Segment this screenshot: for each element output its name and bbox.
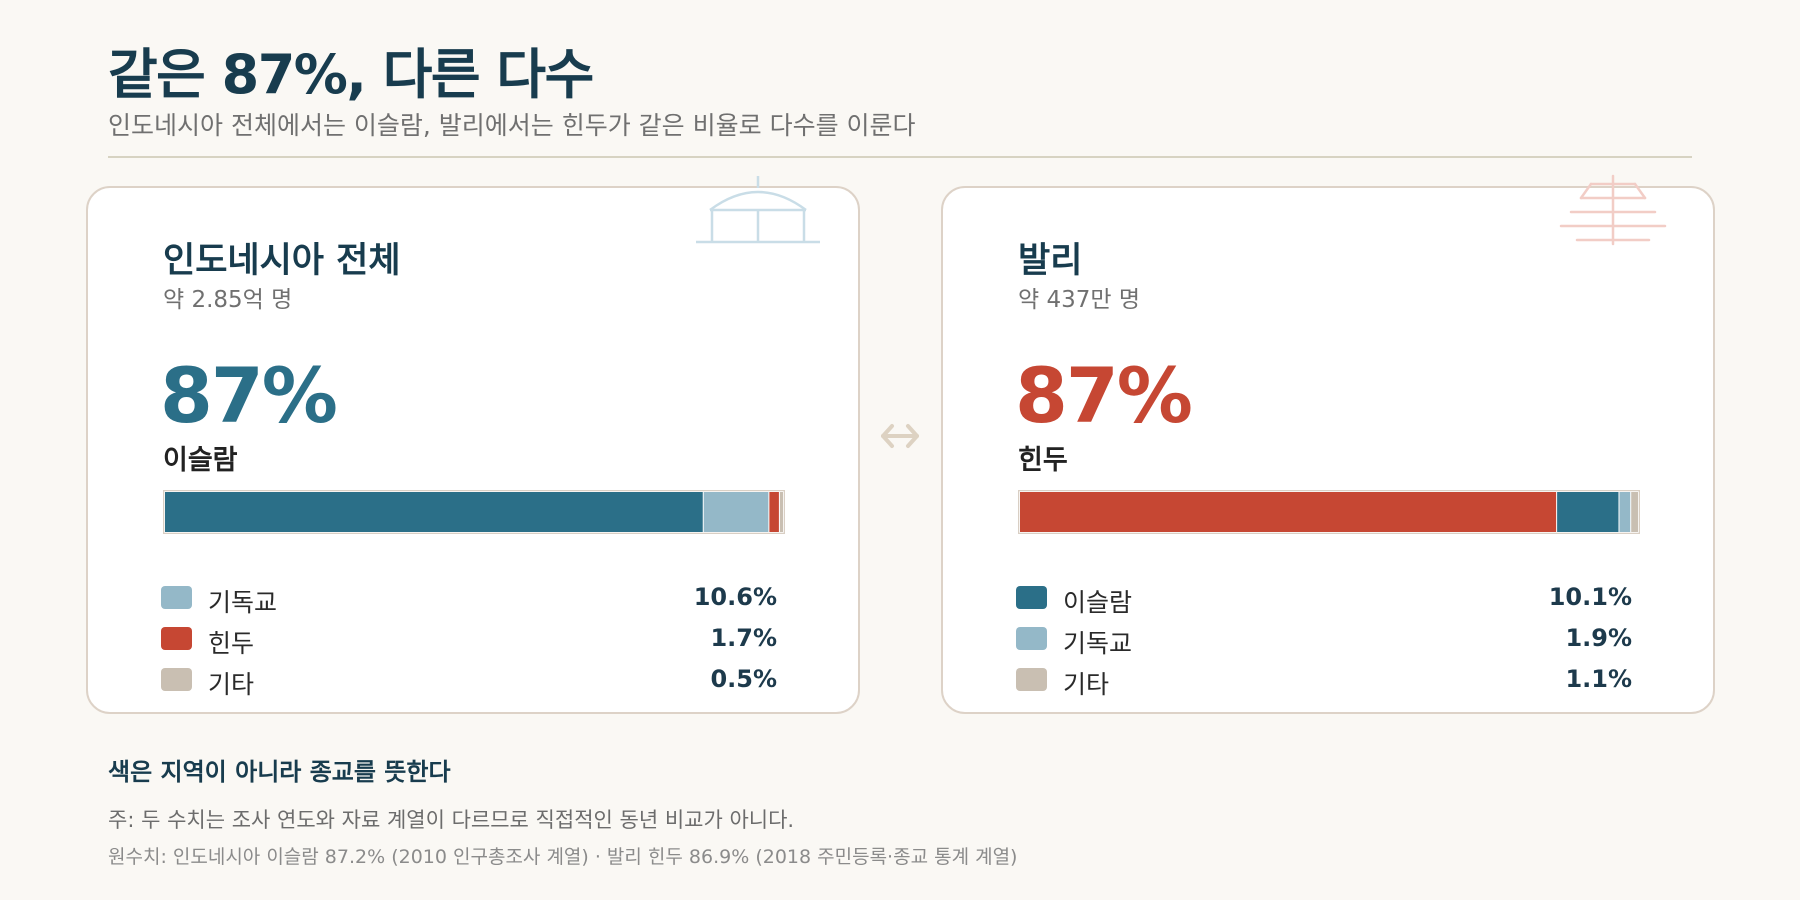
bar-segment xyxy=(165,492,704,532)
legend-value: 10.1% xyxy=(1548,583,1632,611)
legend-swatch xyxy=(1016,668,1047,691)
legend-item: 기독교 10.6% xyxy=(161,580,777,621)
page-title: 같은 87%, 다른 다수 xyxy=(108,43,594,106)
region-name: 인도네시아 전체 xyxy=(163,241,401,281)
legend-swatch xyxy=(161,586,192,609)
legend-label: 기타 xyxy=(208,670,255,699)
bar-segment xyxy=(769,492,780,532)
legend-value: 10.6% xyxy=(693,583,777,611)
bar-segment xyxy=(1020,492,1558,532)
population-label: 약 437만 명 xyxy=(1018,287,1141,313)
legend-label: 힌두 xyxy=(208,629,255,658)
legend-value: 1.1% xyxy=(1565,665,1632,693)
mosque-dome-icon xyxy=(696,176,820,244)
legend-label: 기독교 xyxy=(208,588,278,617)
pagoda-meru-icon xyxy=(1559,174,1667,246)
legend-item: 힌두 1.7% xyxy=(161,621,777,662)
legend-item: 기타 0.5% xyxy=(161,662,777,703)
stacked-bar xyxy=(1018,490,1640,534)
legend: 이슬람 10.1% 기독교 1.9% 기타 1.1% xyxy=(1016,580,1632,703)
legend-swatch xyxy=(1016,586,1047,609)
footer-note: 주: 두 수치는 조사 연도와 자료 계열이 다르므로 직접적인 동년 비교가 … xyxy=(108,808,795,832)
legend-item: 기독교 1.9% xyxy=(1016,621,1632,662)
footer-headline: 색은 지역이 아니라 종교를 뜻한다 xyxy=(108,758,451,786)
header-divider xyxy=(108,156,1692,158)
bar-segment xyxy=(779,492,783,532)
footer-source: 원수치: 인도네시아 이슬람 87.2% (2010 인구총조사 계열) · 발… xyxy=(108,846,1018,868)
legend-value: 1.9% xyxy=(1565,624,1632,652)
page-subtitle: 인도네시아 전체에서는 이슬람, 발리에서는 힌두가 같은 비율로 다수를 이룬… xyxy=(108,111,916,140)
stacked-bar xyxy=(163,490,785,534)
majority-percent: 87% xyxy=(160,351,338,440)
bar-segment xyxy=(1557,492,1620,532)
legend-item: 기타 1.1% xyxy=(1016,662,1632,703)
legend-label: 이슬람 xyxy=(1063,588,1133,617)
legend-swatch xyxy=(161,668,192,691)
bar-segment xyxy=(703,492,770,532)
majority-percent: 87% xyxy=(1015,351,1193,440)
legend-swatch xyxy=(1016,627,1047,650)
region-name: 발리 xyxy=(1018,241,1083,281)
legend-item: 이슬람 10.1% xyxy=(1016,580,1632,621)
double-arrow-icon xyxy=(881,424,919,448)
legend-value: 0.5% xyxy=(710,665,777,693)
card-bali: 발리 약 437만 명 87% 힌두 이슬람 10.1% 기독교 1.9% 기타… xyxy=(941,174,1715,714)
population-label: 약 2.85억 명 xyxy=(163,287,293,313)
card-indonesia: 인도네시아 전체 약 2.85억 명 87% 이슬람 기독교 10.6% 힌두 … xyxy=(86,176,860,714)
bar-segment xyxy=(1631,492,1638,532)
legend-swatch xyxy=(161,627,192,650)
bar-segment xyxy=(1619,492,1632,532)
legend-label: 기타 xyxy=(1063,670,1110,699)
legend: 기독교 10.6% 힌두 1.7% 기타 0.5% xyxy=(161,580,777,703)
legend-label: 기독교 xyxy=(1063,629,1133,658)
majority-religion-label: 힌두 xyxy=(1018,445,1068,476)
legend-value: 1.7% xyxy=(710,624,777,652)
majority-religion-label: 이슬람 xyxy=(163,445,238,476)
